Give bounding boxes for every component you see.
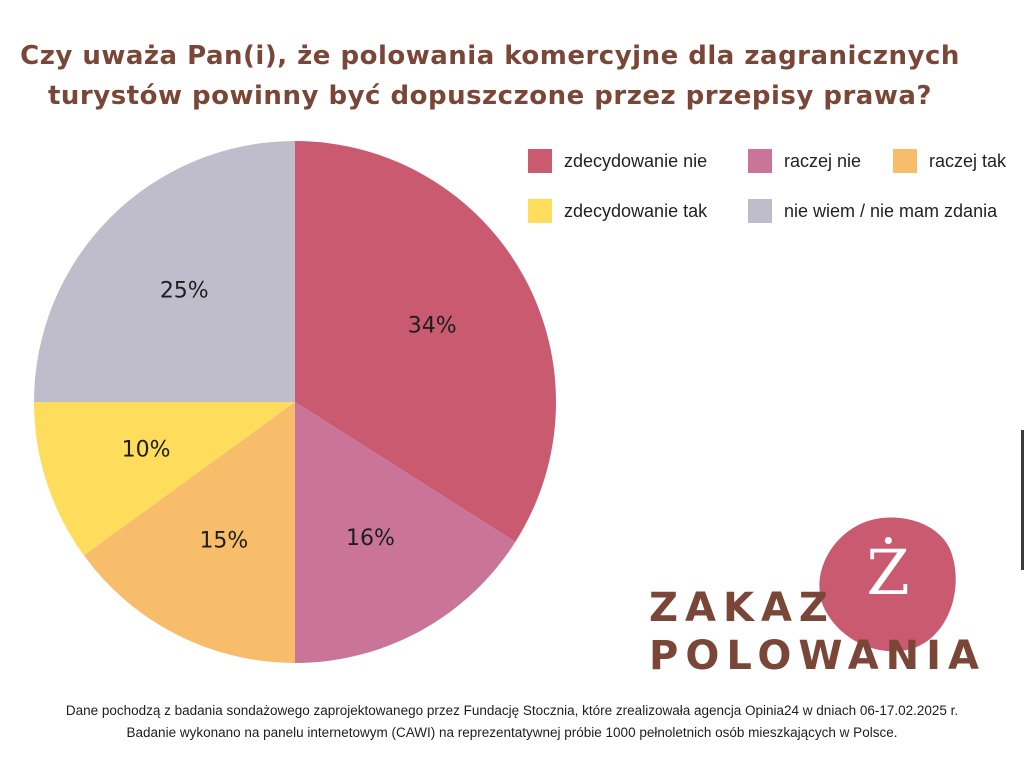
legend-label: nie wiem / nie mam zdania [784,200,998,221]
zakaz-polowania-logo: Ż ZAKAZ POLOWANIA [645,508,979,678]
pie-slice-1 [295,402,516,663]
pie-slice-label-4: 25% [160,278,209,303]
legend-item-raczej-nie: raczej nie [748,148,861,174]
chart-title-line-1: Czy uważa Pan(i), że polowania komercyjn… [20,41,960,71]
chart-title: Czy uważa Pan(i), że polowania komercyjn… [20,36,960,116]
logo-text-line-1: ZAKAZ [649,585,835,631]
legend-label: raczej nie [784,150,862,171]
source-note: Dane pochodzą z badania sondażowego zapr… [0,700,1024,744]
legend-item-raczej-tak: raczej tak [893,148,1006,174]
logo-text-line-2: POLOWANIA [649,633,986,679]
legend-item-zdecydowanie-nie: zdecydowanie nie [528,148,707,174]
pie-slice-4 [34,141,295,402]
legend-label: zdecydowanie tak [564,200,708,221]
logo-blob-icon [819,517,956,652]
legend-swatch [893,149,917,173]
legend-label: raczej tak [929,150,1007,171]
pie-slice-label-1: 16% [346,526,395,551]
legend-swatch [748,149,772,173]
pie-slice-0 [295,141,556,542]
source-note-line-1: Dane pochodzą z badania sondażowego zapr… [65,703,959,718]
edge-divider [1021,430,1024,570]
legend-label: zdecydowanie nie [564,150,708,171]
legend-swatch [528,149,552,173]
legend-swatch [528,199,552,223]
source-note-line-2: Badanie wykonano na panelu internetowym … [126,725,898,740]
pie-slice-label-0: 34% [408,314,457,339]
pie-slice-label-3: 10% [122,437,171,462]
legend-swatch [748,199,772,223]
pie-slice-label-2: 15% [199,529,248,554]
legend-item-nie-wiem: nie wiem / nie mam zdania [748,198,997,224]
pie-slice-2 [83,402,296,663]
legend-item-zdecydowanie-tak: zdecydowanie tak [528,198,707,224]
pie-slice-3 [34,402,295,556]
chart-title-line-2: turystów powinny być dopuszczone przez p… [47,81,932,111]
logo-mark: Ż [866,536,910,609]
